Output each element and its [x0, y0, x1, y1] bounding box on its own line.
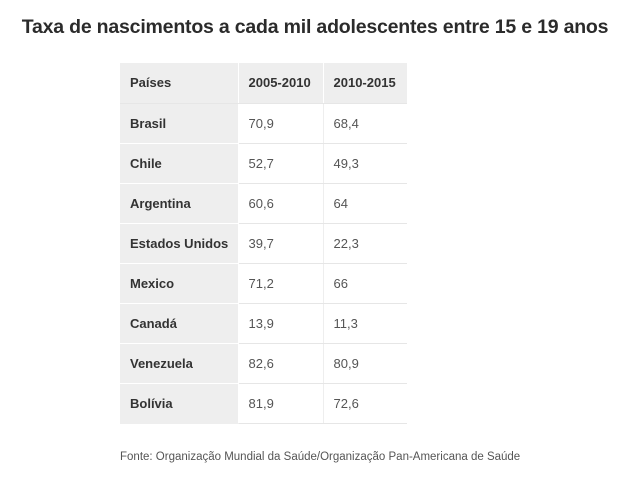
country-cell: Mexico — [120, 263, 239, 304]
table-row: Argentina 60,6 64 — [120, 183, 407, 224]
country-cell: Canadá — [120, 303, 239, 344]
birth-rate-table: Países 2005-2010 2010-2015 Brasil 70,9 6… — [120, 63, 407, 424]
value-2010-2015-cell: 64 — [323, 183, 407, 224]
country-cell: Chile — [120, 143, 239, 184]
column-header-2010-2015: 2010-2015 — [323, 63, 407, 104]
value-2005-2010-cell: 39,7 — [238, 223, 324, 264]
table-header-row: Países 2005-2010 2010-2015 — [120, 63, 407, 104]
value-2005-2010-cell: 70,9 — [238, 103, 324, 144]
value-2005-2010-cell: 81,9 — [238, 383, 324, 424]
value-2010-2015-cell: 72,6 — [323, 383, 407, 424]
table-row: Venezuela 82,6 80,9 — [120, 343, 407, 384]
value-2010-2015-cell: 80,9 — [323, 343, 407, 384]
country-cell: Estados Unidos — [120, 223, 239, 264]
value-2005-2010-cell: 60,6 — [238, 183, 324, 224]
value-2005-2010-cell: 52,7 — [238, 143, 324, 184]
table-row: Bolívia 81,9 72,6 — [120, 383, 407, 424]
table-row: Brasil 70,9 68,4 — [120, 103, 407, 144]
value-2005-2010-cell: 13,9 — [238, 303, 324, 344]
table-row: Canadá 13,9 11,3 — [120, 303, 407, 344]
value-2010-2015-cell: 68,4 — [323, 103, 407, 144]
page-title: Taxa de nascimentos a cada mil adolescen… — [21, 16, 609, 38]
country-cell: Brasil — [120, 103, 239, 144]
value-2010-2015-cell: 66 — [323, 263, 407, 304]
value-2010-2015-cell: 49,3 — [323, 143, 407, 184]
value-2005-2010-cell: 82,6 — [238, 343, 324, 384]
country-cell: Venezuela — [120, 343, 239, 384]
column-header-2005-2010: 2005-2010 — [238, 63, 324, 104]
value-2010-2015-cell: 11,3 — [323, 303, 407, 344]
value-2010-2015-cell: 22,3 — [323, 223, 407, 264]
country-cell: Bolívia — [120, 383, 239, 424]
value-2005-2010-cell: 71,2 — [238, 263, 324, 304]
table-row: Mexico 71,2 66 — [120, 263, 407, 304]
source-caption: Fonte: Organização Mundial da Saúde/Orga… — [120, 451, 521, 463]
table-row: Chile 52,7 49,3 — [120, 143, 407, 184]
column-header-countries: Países — [120, 63, 239, 104]
country-cell: Argentina — [120, 183, 239, 224]
table-row: Estados Unidos 39,7 22,3 — [120, 223, 407, 264]
